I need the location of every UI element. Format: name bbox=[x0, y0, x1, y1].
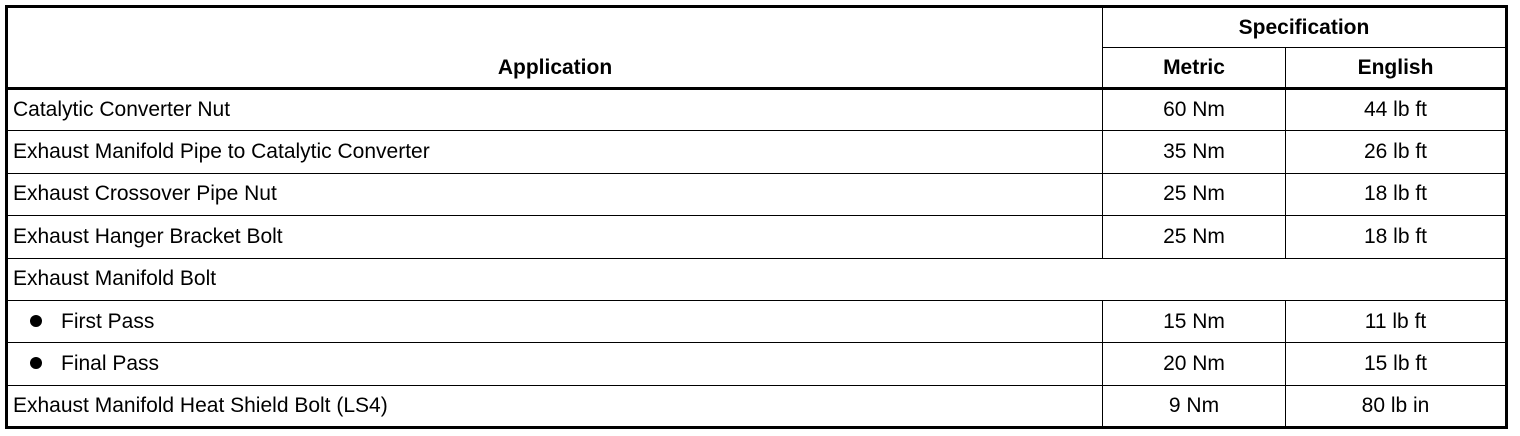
metric-cell: 25 Nm bbox=[1102, 172, 1286, 217]
bullet-icon bbox=[30, 357, 42, 370]
table-row: Catalytic Converter Nut 60 Nm 44 lb ft bbox=[6, 87, 1507, 132]
application-cell: Exhaust Hanger Bracket Bolt bbox=[6, 215, 1103, 259]
application-cell: Exhaust Manifold Heat Shield Bolt (LS4) bbox=[6, 384, 1103, 429]
english-cell: 15 lb ft bbox=[1285, 342, 1507, 386]
bullet-icon bbox=[30, 314, 42, 327]
application-cell: Exhaust Crossover Pipe Nut bbox=[6, 172, 1103, 217]
table-row: Exhaust Manifold Heat Shield Bolt (LS4) … bbox=[6, 384, 1507, 429]
torque-spec-table: Application Specification Metric English… bbox=[5, 5, 1508, 430]
metric-cell: 60 Nm bbox=[1102, 87, 1286, 132]
application-cell: First Pass bbox=[6, 299, 1103, 344]
application-label: First Pass bbox=[61, 309, 155, 333]
table-row: First Pass 15 Nm 11 lb ft bbox=[6, 299, 1507, 344]
header-metric: Metric bbox=[1102, 47, 1286, 90]
english-cell: 11 lb ft bbox=[1285, 299, 1507, 344]
header-specification: Specification bbox=[1102, 6, 1507, 48]
table-row: Final Pass 20 Nm 15 lb ft bbox=[6, 342, 1507, 386]
table-row: Exhaust Crossover Pipe Nut 25 Nm 18 lb f… bbox=[6, 172, 1507, 217]
metric-cell: 20 Nm bbox=[1102, 342, 1286, 386]
table-row: Exhaust Manifold Pipe to Catalytic Conve… bbox=[6, 130, 1507, 174]
english-cell: 18 lb ft bbox=[1285, 172, 1507, 217]
english-cell: 44 lb ft bbox=[1285, 87, 1507, 132]
application-cell: Exhaust Manifold Pipe to Catalytic Conve… bbox=[6, 130, 1103, 174]
application-cell: Exhaust Manifold Bolt bbox=[6, 257, 1507, 301]
metric-cell: 15 Nm bbox=[1102, 299, 1286, 344]
english-cell: 80 lb in bbox=[1285, 384, 1507, 429]
table-row: Exhaust Hanger Bracket Bolt 25 Nm 18 lb … bbox=[6, 215, 1507, 259]
english-cell: 26 lb ft bbox=[1285, 130, 1507, 174]
application-label: Final Pass bbox=[61, 352, 160, 376]
metric-cell: 25 Nm bbox=[1102, 215, 1286, 259]
table-row-group-heading: Exhaust Manifold Bolt bbox=[6, 257, 1507, 301]
header-application: Application bbox=[6, 6, 1103, 90]
metric-cell: 35 Nm bbox=[1102, 130, 1286, 174]
metric-cell: 9 Nm bbox=[1102, 384, 1286, 429]
application-cell: Catalytic Converter Nut bbox=[6, 87, 1103, 132]
english-cell: 18 lb ft bbox=[1285, 215, 1507, 259]
application-cell: Final Pass bbox=[6, 342, 1103, 386]
header-english: English bbox=[1285, 47, 1507, 90]
